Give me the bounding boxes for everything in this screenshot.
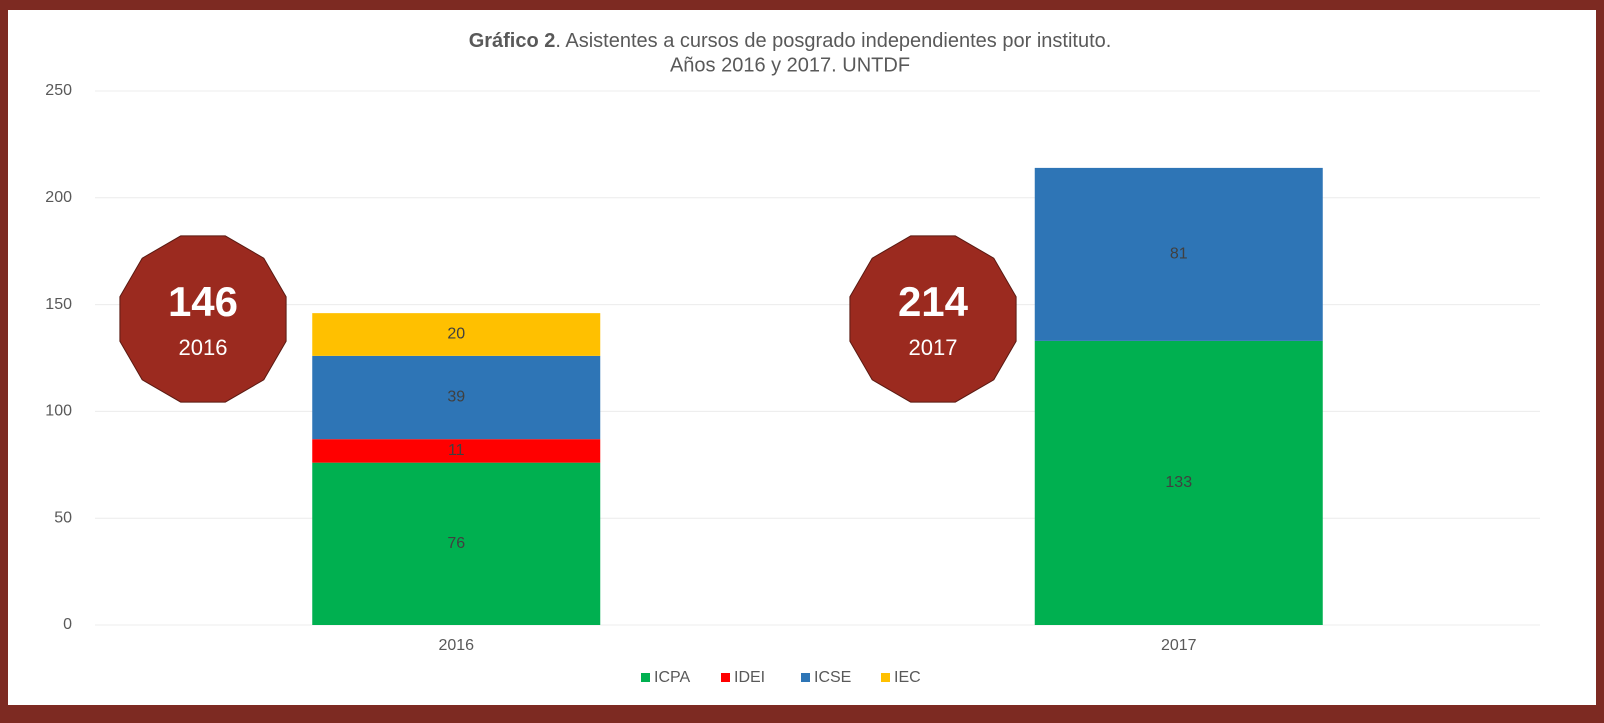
- bar-segment: [312, 462, 601, 625]
- bar-segment: [312, 355, 601, 440]
- badge-value: 146: [168, 278, 238, 325]
- legend-label: ICSE: [814, 669, 851, 686]
- y-tick-label: 0: [63, 616, 72, 633]
- title-rest: . Asistentes a cursos de posgrado indepe…: [555, 30, 1111, 52]
- data-label: 11: [448, 442, 465, 459]
- badge-label: 2017: [909, 335, 958, 360]
- legend-swatch: [881, 673, 890, 682]
- data-label: 20: [447, 326, 465, 343]
- legend-label: IDEI: [734, 669, 765, 686]
- y-tick-label: 150: [45, 296, 72, 313]
- y-tick-label: 200: [45, 189, 72, 206]
- badge: [849, 235, 1017, 403]
- data-label: 76: [447, 535, 465, 552]
- y-tick-label: 50: [54, 509, 72, 526]
- data-label: 39: [447, 389, 465, 406]
- data-label: 133: [1165, 474, 1192, 491]
- legend-swatch: [641, 673, 650, 682]
- x-tick-label: 2017: [1161, 637, 1197, 654]
- legend-label: ICPA: [654, 669, 690, 686]
- badge-label: 2016: [179, 335, 228, 360]
- bar-segment: [312, 313, 601, 356]
- badge-value: 214: [898, 278, 969, 325]
- legend-label: IEC: [894, 669, 921, 686]
- bar-segment: [1034, 167, 1323, 341]
- legend-swatch: [801, 673, 810, 682]
- y-tick-label: 250: [45, 82, 72, 99]
- chart-title: Gráfico 2. Asistentes a cursos de posgra…: [469, 30, 1112, 52]
- badge: [119, 235, 287, 403]
- title-bold: Gráfico 2: [469, 30, 556, 52]
- bar-segment: [1034, 340, 1323, 625]
- chart-subtitle: Años 2016 y 2017. UNTDF: [670, 54, 910, 76]
- legend-swatch: [721, 673, 730, 682]
- x-tick-label: 2016: [438, 637, 474, 654]
- data-label: 81: [1170, 246, 1188, 263]
- bar-segment: [312, 439, 601, 463]
- y-tick-label: 100: [45, 403, 72, 420]
